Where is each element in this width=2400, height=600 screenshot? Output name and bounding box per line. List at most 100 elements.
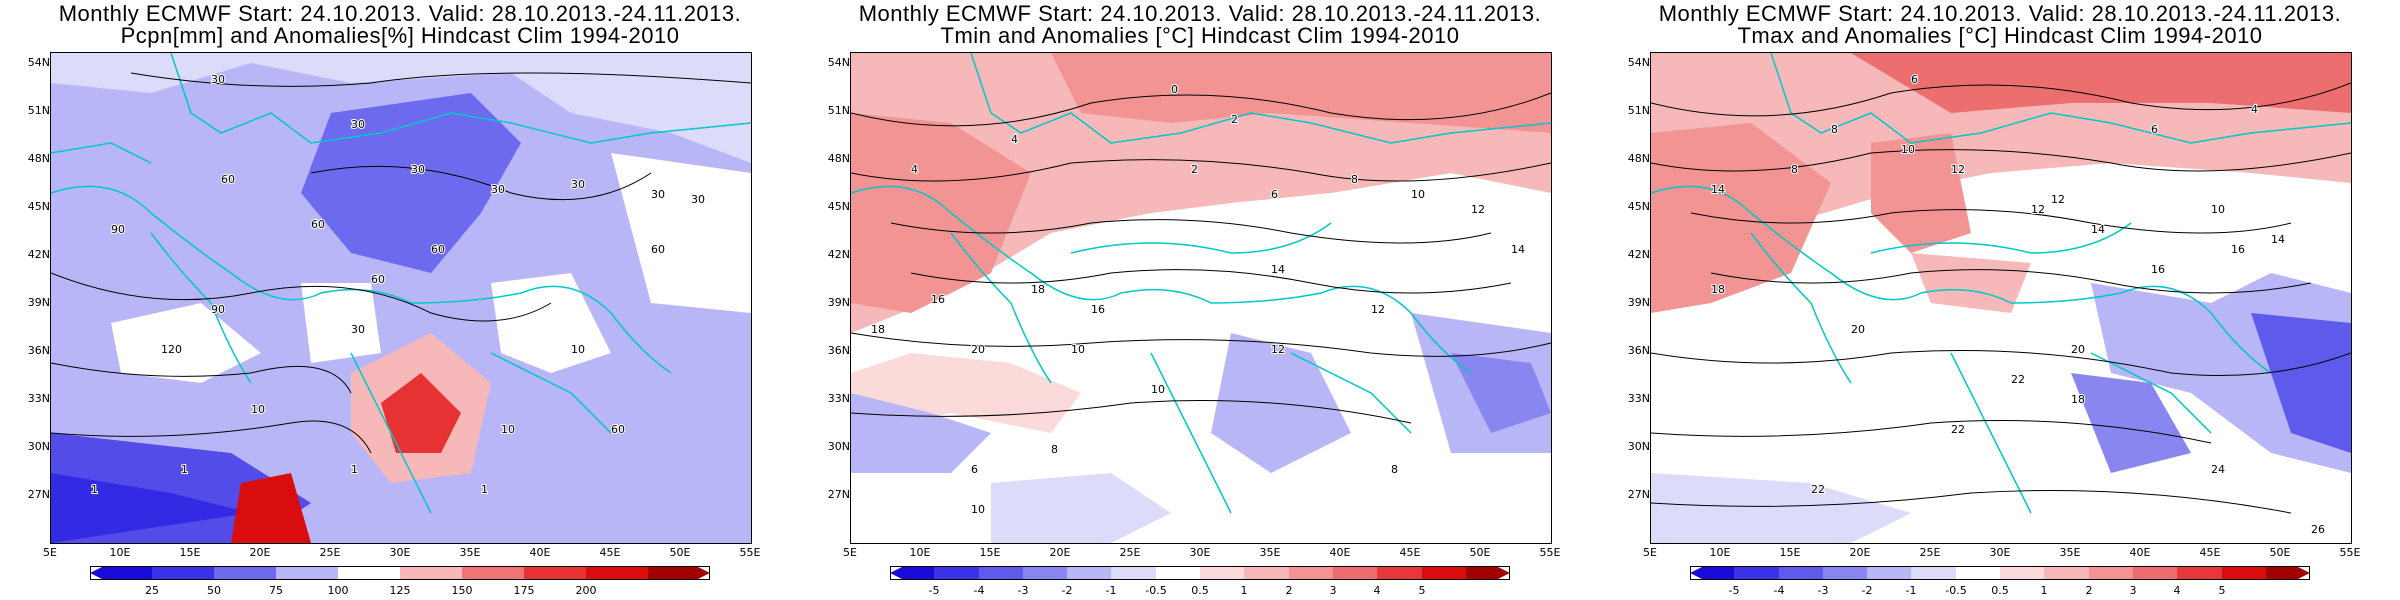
lon-label: 10E xyxy=(1709,546,1731,559)
colorbar-swatch xyxy=(1690,566,1734,580)
colorbar-label: 1 xyxy=(2040,584,2048,597)
contour-label: 4 xyxy=(1011,133,1018,146)
colorbar-label: -1 xyxy=(1905,584,1917,597)
lat-label: 30N xyxy=(27,440,50,453)
contour-label: 30 xyxy=(691,193,705,206)
contour-label: 20 xyxy=(1851,323,1865,336)
map-canvas: 6 8 4 6 8 10 12 14 12 14 16 18 20 22 24 20 22 18 16 14 12 10 2… xyxy=(1651,53,2351,543)
colorbar-swatch xyxy=(1823,566,1867,580)
contour-label: 12 xyxy=(1471,203,1485,216)
colorbar-label: 2 xyxy=(1285,584,1293,597)
tmax-map-panel: Monthly ECMWF Start: 24.10.2013. Valid: … xyxy=(1600,0,2400,600)
contour-label: 8 xyxy=(1351,173,1358,186)
map-title-line2: Tmax and Anomalies [°C] Hindcast Clim 19… xyxy=(1737,23,2263,48)
map-canvas: 0 2 4 2 4 6 8 10 12 14 16 18 20 10 8 6 12 14 18 16 10 12 8 10 xyxy=(851,53,1551,543)
colorbar-swatch xyxy=(462,566,524,580)
colorbar-swatch xyxy=(2133,566,2177,580)
colorbar-swatch xyxy=(1333,566,1377,580)
tmin-map-panel: Monthly ECMWF Start: 24.10.2013. Valid: … xyxy=(800,0,1600,600)
lat-label: 45N xyxy=(1627,200,1650,213)
lon-label: 35E xyxy=(1259,546,1281,559)
contour-label: 30 xyxy=(571,178,585,191)
contour-label: 60 xyxy=(311,218,325,231)
colorbar-label: 150 xyxy=(451,584,473,597)
colorbar-label: 75 xyxy=(269,584,283,597)
contour-label: 8 xyxy=(1051,443,1058,456)
contour-label: 14 xyxy=(2271,233,2285,246)
contour-label: 2 xyxy=(1191,163,1198,176)
colorbar-label: 3 xyxy=(2129,584,2137,597)
lon-label: 5E xyxy=(843,546,857,559)
lat-label: 48N xyxy=(827,152,850,165)
contour-label: 22 xyxy=(1951,423,1965,436)
colorbar-swatch xyxy=(2000,566,2044,580)
colorbar-swatch xyxy=(2222,566,2266,580)
lat-label: 33N xyxy=(827,392,850,405)
contour-label: 90 xyxy=(111,223,125,236)
contour-label: 18 xyxy=(1031,283,1045,296)
contour-label: 30 xyxy=(211,73,225,86)
lat-label: 51N xyxy=(27,104,50,117)
contour-label: 30 xyxy=(411,163,425,176)
contour-label: 14 xyxy=(1271,263,1285,276)
colorbar-swatch xyxy=(1422,566,1466,580)
contour-label: 14 xyxy=(2091,223,2105,236)
lat-label: 51N xyxy=(827,104,850,117)
colorbar-label: 0.5 xyxy=(1191,584,1209,597)
lon-label: 40E xyxy=(529,546,551,559)
contour-label: 4 xyxy=(911,163,918,176)
colorbar-label: -2 xyxy=(1061,584,1073,597)
lon-label: 10E xyxy=(109,546,131,559)
contour-label: 1 xyxy=(181,463,188,476)
colorbar-swatch xyxy=(2266,566,2310,580)
contour-label: 60 xyxy=(221,173,235,186)
lon-label: 45E xyxy=(2199,546,2221,559)
colorbar-swatch xyxy=(524,566,586,580)
colorbar-label: 200 xyxy=(575,584,597,597)
lon-label: 15E xyxy=(1779,546,1801,559)
contour-label: 12 xyxy=(1371,303,1385,316)
colorbar-label: -0.5 xyxy=(1945,584,1967,597)
lon-label: 5E xyxy=(43,546,57,559)
lat-label: 48N xyxy=(27,152,50,165)
colorbar-label: 2 xyxy=(2085,584,2093,597)
lat-label: 48N xyxy=(1627,152,1650,165)
colorbar-label: 0.5 xyxy=(1991,584,2009,597)
contour-label: 22 xyxy=(2011,373,2025,386)
lat-label: 33N xyxy=(1627,392,1650,405)
lon-label: 50E xyxy=(669,546,691,559)
colorbar-swatch xyxy=(1956,566,2000,580)
colorbar-swatch xyxy=(1244,566,1289,580)
contour-label: 10 xyxy=(971,503,985,516)
colorbar-swatch xyxy=(1067,566,1111,580)
lat-label: 54N xyxy=(827,56,850,69)
lat-label: 45N xyxy=(27,200,50,213)
lon-label: 20E xyxy=(1049,546,1071,559)
colorbar-label: 1 xyxy=(1240,584,1248,597)
lon-label: 25E xyxy=(319,546,341,559)
contour-label: 8 xyxy=(1391,463,1398,476)
colorbar-label: 4 xyxy=(1373,584,1381,597)
lon-label: 40E xyxy=(1329,546,1351,559)
colorbar-label: -2 xyxy=(1861,584,1873,597)
lat-label: 42N xyxy=(1627,248,1650,261)
contour-label: 16 xyxy=(1091,303,1105,316)
colorbar-swatch xyxy=(1867,566,1911,580)
colorbar-swatch xyxy=(2044,566,2089,580)
lat-label: 54N xyxy=(1627,56,1650,69)
colorbar-label: -0.5 xyxy=(1145,584,1167,597)
contour-label: 10 xyxy=(2211,203,2225,216)
lat-label: 27N xyxy=(827,488,850,501)
colorbar-swatch xyxy=(1466,566,1510,580)
colorbar-label: 3 xyxy=(1329,584,1337,597)
lon-label: 15E xyxy=(179,546,201,559)
colorbar-swatch xyxy=(934,566,979,580)
lon-label: 10E xyxy=(909,546,931,559)
lat-label: 42N xyxy=(27,248,50,261)
colorbar-label: -5 xyxy=(928,584,940,597)
map-area: 6 8 4 6 8 10 12 14 12 14 16 18 20 22 24 20 22 18 16 14 12 10 2… xyxy=(1650,52,2352,544)
lat-label: 36N xyxy=(27,344,50,357)
contour-label: 0 xyxy=(1171,83,1178,96)
colorbar-label: -3 xyxy=(1817,584,1829,597)
lat-label: 27N xyxy=(27,488,50,501)
